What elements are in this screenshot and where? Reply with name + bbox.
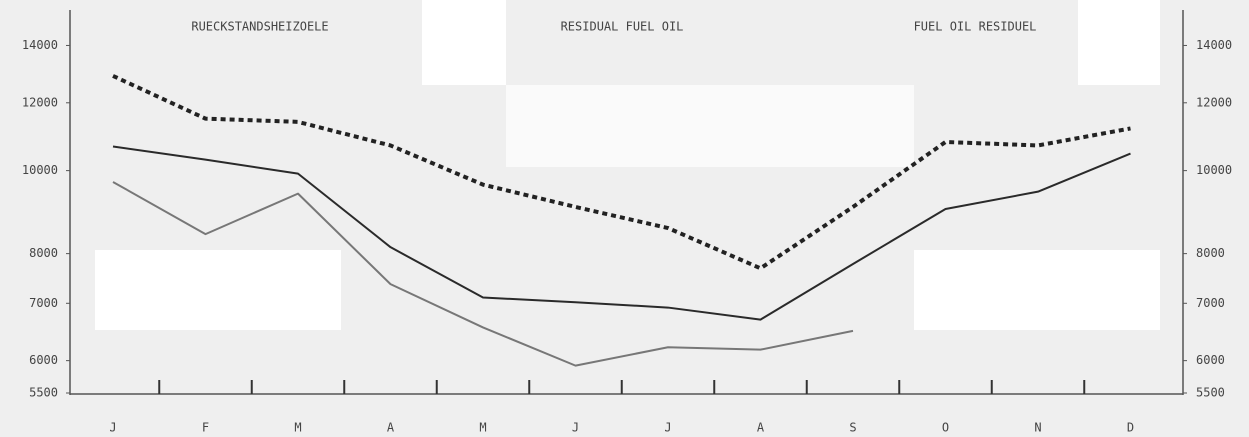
y-tick-label: 12000 — [22, 95, 58, 109]
scan-patch — [1078, 0, 1160, 85]
y2-tick-label: 8000 — [1196, 246, 1225, 260]
y2-tick-label: 5500 — [1196, 386, 1225, 400]
y-tick-label: 7000 — [29, 296, 58, 310]
y2-tick-label: 6000 — [1196, 353, 1225, 367]
x-tick-label: M — [294, 421, 301, 435]
scan-patch — [422, 0, 506, 85]
x-tick-label: A — [757, 421, 765, 435]
chart-title: RUECKSTANDSHEIZOELE — [191, 20, 328, 34]
y-tick-label: 14000 — [22, 38, 58, 52]
x-tick-label: O — [942, 421, 949, 435]
x-tick-label: F — [202, 421, 209, 435]
scan-patch — [95, 250, 341, 330]
y-tick-label: 10000 — [22, 163, 58, 177]
y2-tick-label: 7000 — [1196, 296, 1225, 310]
series-line — [112, 145, 1131, 321]
y-tick-label: 8000 — [29, 246, 58, 260]
scan-patch — [914, 250, 1160, 330]
chart-title: FUEL OIL RESIDUEL — [914, 20, 1037, 34]
x-tick-label: S — [849, 421, 856, 435]
scan-patch — [506, 85, 914, 167]
series-line — [112, 181, 854, 367]
y-tick-label: 5500 — [29, 386, 58, 400]
chart-title: RESIDUAL FUEL OIL — [561, 20, 684, 34]
x-tick-label: J — [572, 421, 579, 435]
x-tick-label: J — [109, 421, 116, 435]
y2-tick-label: 14000 — [1196, 38, 1232, 52]
y2-tick-label: 12000 — [1196, 95, 1232, 109]
y2-tick-label: 10000 — [1196, 163, 1232, 177]
x-tick-label: A — [387, 421, 395, 435]
y-tick-label: 6000 — [29, 353, 58, 367]
x-tick-label: M — [479, 421, 486, 435]
x-tick-label: J — [664, 421, 671, 435]
x-tick-label: D — [1127, 421, 1134, 435]
series-line — [112, 74, 1131, 271]
x-tick-label: N — [1034, 421, 1041, 435]
